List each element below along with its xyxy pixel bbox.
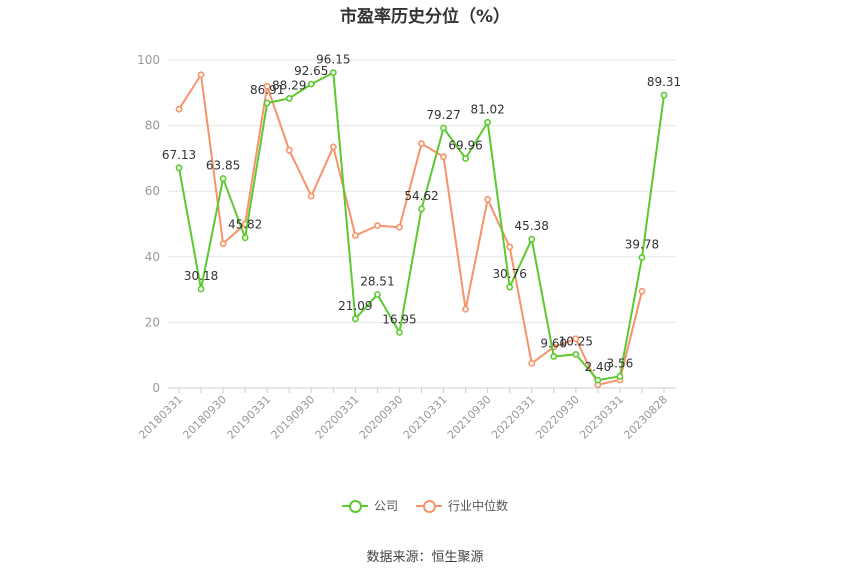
data-point-company	[506, 283, 514, 291]
chart-title: 市盈率历史分位（%）	[339, 7, 511, 27]
data-point-industry-median	[219, 240, 227, 248]
data-label: 39.78	[625, 238, 659, 252]
data-label: 88.29	[272, 78, 306, 92]
data-point-industry-median	[484, 195, 492, 203]
y-tick-label: 60	[145, 184, 160, 198]
x-tick-label: 20180331	[136, 393, 185, 442]
legend-label-company: 公司	[373, 499, 398, 513]
data-point-company	[418, 205, 425, 213]
data-label: 45.38	[515, 219, 549, 233]
x-tick-label: 20200331	[313, 393, 362, 442]
data-label: 79.27	[426, 108, 460, 122]
data-point-industry-median	[307, 192, 315, 200]
data-label: 63.85	[206, 159, 240, 173]
data-label: 96.15	[316, 53, 350, 67]
data-label: 54.62	[404, 189, 438, 203]
line-chart: 0 20 40 60 80 100 2018033120180930201903312019…	[136, 53, 681, 442]
legend-item-company[interactable]: 公司	[341, 497, 398, 514]
data-point-company	[241, 234, 249, 242]
data-point-company	[351, 315, 359, 323]
data-point-industry-median	[396, 223, 403, 231]
y-tick-label: 0	[152, 381, 160, 395]
data-point-company	[594, 376, 602, 384]
data-label: 28.51	[360, 274, 394, 288]
data-point-company	[263, 99, 271, 107]
data-point-company	[374, 291, 381, 298]
data-point-industry-median	[506, 243, 514, 251]
data-point-industry-median	[440, 153, 447, 161]
data-label: 92.65	[294, 64, 328, 78]
legend-swatch-industry-median	[416, 499, 442, 513]
data-point-industry-median	[528, 359, 536, 367]
data-point-industry-median	[285, 146, 293, 154]
data-point-company	[285, 95, 293, 102]
data-point-company	[329, 69, 337, 77]
data-label: 86.91	[250, 83, 284, 97]
x-tick-label: 20230828	[621, 393, 670, 442]
data-label: 10.25	[559, 334, 593, 348]
data-label: 89.31	[647, 75, 681, 89]
data-label: 67.13	[162, 148, 196, 162]
data-point-industry-median	[351, 232, 359, 239]
x-tick-label: 20190331	[225, 393, 274, 442]
data-label: 9.60	[540, 337, 567, 351]
data-point-industry-median	[572, 335, 580, 343]
y-tick-label: 80	[145, 119, 160, 133]
data-label: 2.40	[585, 360, 612, 374]
x-tick-label: 20220930	[533, 393, 582, 442]
data-point-industry-median	[175, 105, 183, 113]
series-line-industry-median	[178, 73, 643, 386]
data-point-industry-median	[418, 140, 425, 148]
legend-label-industry-median: 行业中位数	[448, 499, 509, 513]
data-point-company	[638, 254, 646, 261]
x-tick-label: 20180930	[180, 393, 229, 442]
data-point-industry-median	[263, 82, 271, 90]
data-point-company	[219, 175, 227, 182]
data-point-company	[572, 350, 580, 358]
data-point-industry-median	[462, 305, 469, 313]
data-point-company	[440, 124, 447, 132]
data-label: 21.09	[338, 299, 372, 313]
data-label: 3.56	[607, 356, 634, 370]
data-point-company	[175, 164, 183, 172]
data-point-company	[396, 329, 403, 336]
x-tick-label: 20200930	[357, 393, 406, 442]
y-tick-label: 20	[145, 315, 160, 329]
data-label: 30.76	[493, 267, 527, 281]
x-tick-label: 20190930	[269, 393, 318, 442]
data-point-company	[484, 118, 492, 126]
y-tick-label: 100	[137, 53, 160, 67]
data-point-industry-median	[197, 71, 205, 79]
x-tick-label: 20220331	[489, 393, 538, 442]
data-point-company	[528, 235, 536, 243]
y-tick-label: 40	[145, 250, 160, 264]
data-point-industry-median	[638, 287, 646, 295]
data-label: 81.02	[470, 102, 504, 116]
x-tick-label: 20230331	[577, 393, 626, 442]
data-point-company	[616, 372, 624, 380]
legend-swatch-company	[341, 499, 368, 513]
data-point-company	[550, 353, 558, 360]
data-source-note: 数据来源：恒生聚源	[366, 550, 484, 565]
legend-item-industry-median[interactable]: 行业中位数	[416, 497, 508, 514]
data-point-company	[462, 155, 469, 162]
data-point-company	[660, 91, 668, 99]
data-label: 30.18	[184, 269, 218, 283]
data-label: 69.96	[448, 139, 482, 153]
chart-legend: 公司 行业中位数	[0, 497, 850, 514]
data-point-industry-median	[374, 222, 381, 230]
x-tick-label: 20210331	[401, 393, 450, 442]
data-point-company	[307, 80, 315, 88]
x-tick-label: 20210930	[445, 393, 494, 442]
data-label: 45.82	[228, 218, 262, 232]
data-label: 16.95	[382, 312, 416, 326]
data-point-industry-median	[329, 143, 337, 151]
data-point-company	[197, 285, 205, 293]
